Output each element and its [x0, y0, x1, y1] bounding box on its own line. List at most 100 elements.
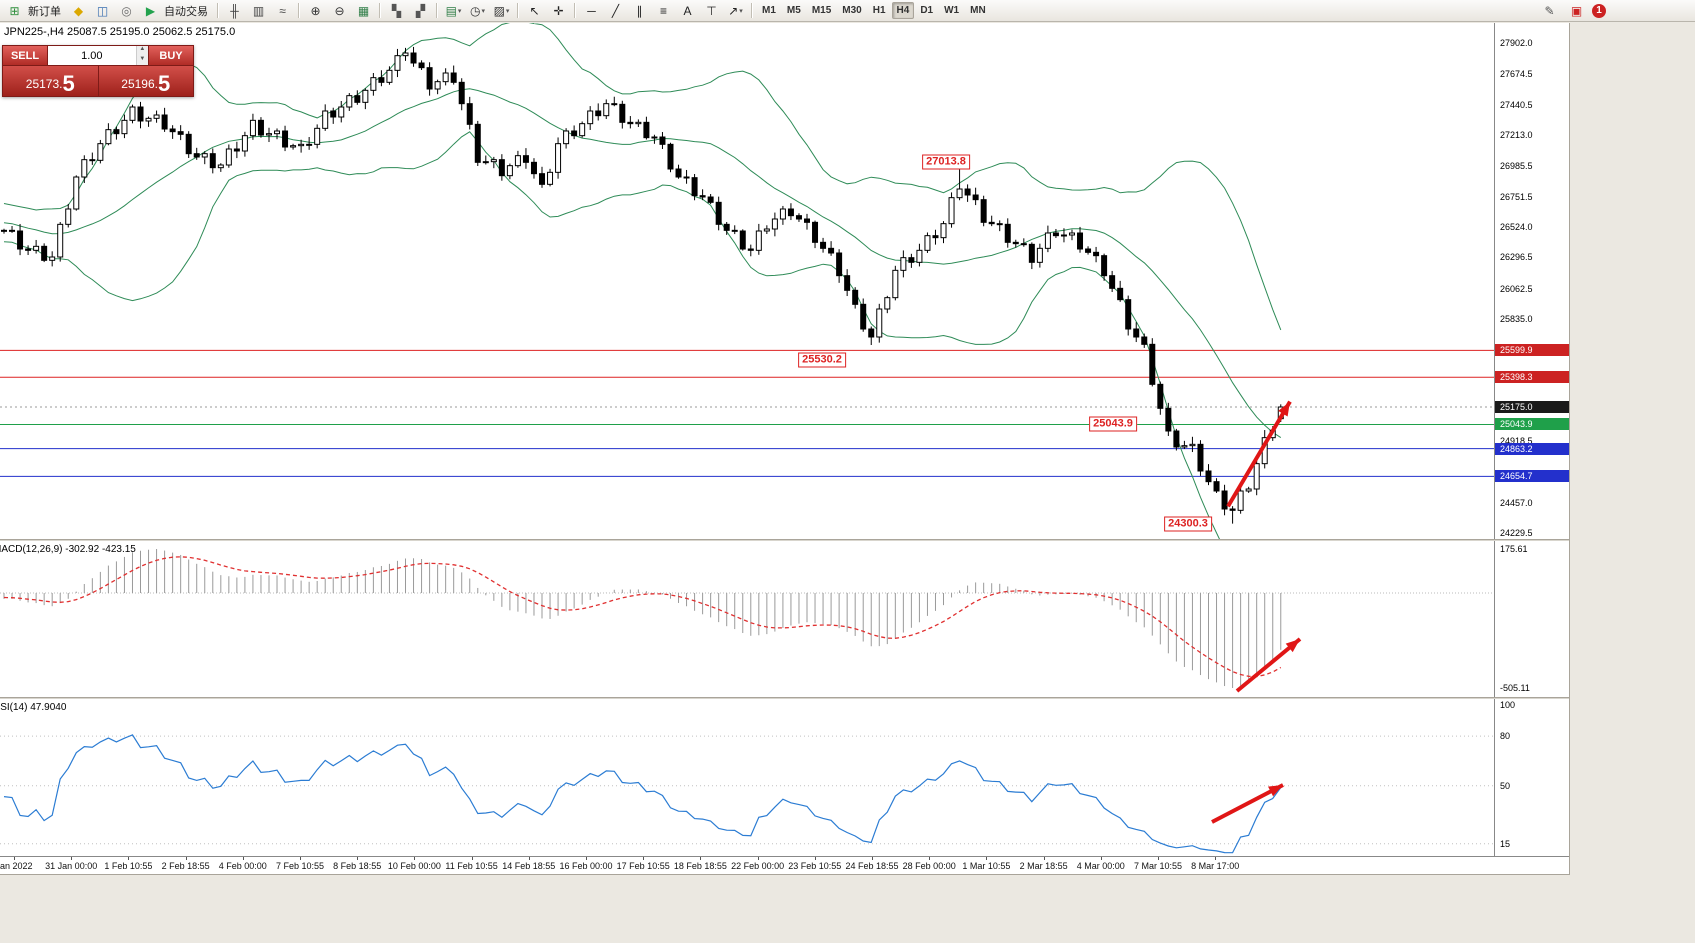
timeframe-m30[interactable]: M30: [842, 5, 862, 16]
volume-up-button[interactable]: ▲: [136, 46, 148, 56]
news-icon[interactable]: ▣: [1570, 3, 1583, 18]
rsi-canvas[interactable]: [0, 699, 1494, 856]
macd-label: MACD(12,26,9) -302.92 -423.15: [0, 544, 136, 555]
time-label: 16 Feb 00:00: [559, 861, 613, 871]
price-tick: 27440.5: [1500, 99, 1533, 110]
current-price-box: 25175.0: [1495, 401, 1569, 413]
auto-trading-button-label[interactable]: 自动交易: [164, 5, 208, 18]
zoom-in-icon[interactable]: ⊕: [310, 3, 321, 18]
candlestick-icon[interactable]: ▥: [252, 3, 265, 18]
metaeditor-icon[interactable]: ◆: [73, 3, 84, 18]
symbol-info: JPN225-,H4 25087.5 25195.0 25062.5 25175…: [4, 26, 236, 38]
price-chart-canvas[interactable]: [0, 23, 1494, 539]
tile-windows-icon[interactable]: ▚: [391, 3, 402, 18]
macd-plot[interactable]: MACD(12,26,9) -302.92 -423.15: [0, 541, 1494, 697]
macd-axis[interactable]: 175.61 -505.11: [1494, 541, 1569, 697]
shapes-icon[interactable]: ↗ ▾: [728, 3, 743, 18]
rsi-axis[interactable]: 100 80 50 15: [1494, 699, 1569, 856]
timeframe-m15[interactable]: M15: [811, 5, 832, 16]
new-order-button-label[interactable]: 新订单: [28, 5, 61, 18]
buy-price-main: 25196.: [121, 77, 158, 91]
top-toolbar: ⊞ 新订单 ◆ ◫ ◎ ▶ 自动交易 ╫ ▥ ≈ ⊕ ⊖ ▦ ▚ ▞ ▤ ▾ ◷ ▾ ▨ ▾ ↖ ✛ ─ ╱ ∥ ≡ A ⊤ ↗ ▾ M1 M5…: [0, 0, 1695, 22]
time-label: 24 Feb 18:55: [845, 861, 899, 871]
text-icon[interactable]: A: [683, 3, 692, 18]
time-label: 11 Feb 10:55: [445, 861, 498, 871]
toolbar-separator: [298, 3, 300, 18]
sell-price[interactable]: 25173. 5: [3, 66, 98, 96]
auto-trading-button[interactable]: ▶: [145, 3, 156, 18]
volume-down-button[interactable]: ▼: [136, 55, 148, 65]
buy-button[interactable]: BUY: [148, 45, 194, 66]
navigator-icon[interactable]: ◎: [121, 3, 132, 18]
label-icon[interactable]: ⊤: [706, 3, 717, 18]
time-label: 18 Feb 18:55: [673, 861, 727, 871]
time-label: 22 Feb 00:00: [731, 861, 785, 871]
price-tick: 24457.0: [1500, 497, 1533, 508]
timeframe-h4[interactable]: H4: [891, 2, 915, 19]
toolbar-separator: [574, 3, 576, 18]
timeframe-w1[interactable]: W1: [944, 5, 960, 16]
timeframe-m5[interactable]: M5: [786, 5, 801, 16]
price-tick: 26524.0: [1500, 222, 1533, 233]
price-tick: 27902.0: [1500, 38, 1533, 49]
timeframe-d1[interactable]: D1: [920, 5, 934, 16]
time-tick: [1100, 857, 1102, 860]
level-price-box: 25599.9: [1495, 344, 1569, 357]
zoom-out-icon[interactable]: ⊖: [334, 3, 345, 18]
line-chart-icon[interactable]: ≈: [279, 3, 286, 18]
time-tick: [414, 857, 416, 860]
price-chart-plot[interactable]: JPN225-,H4 25087.5 25195.0 25062.5 25175…: [0, 23, 1494, 539]
market-watch-icon[interactable]: ◫: [96, 3, 109, 18]
timeframe-mn[interactable]: MN: [970, 5, 986, 16]
timeframe-m1[interactable]: M1: [762, 5, 776, 16]
rsi-panel: RSI(14) 47.9040 100 80 50 15: [0, 699, 1569, 856]
rsi-scale-tick: 15: [1500, 838, 1511, 849]
price-tick: 24229.5: [1500, 528, 1533, 539]
edit-icon[interactable]: ✎: [1544, 3, 1555, 18]
time-label: 31 Jan 00:00: [45, 861, 98, 871]
crosshair-icon[interactable]: ✛: [553, 3, 564, 18]
new-chart-icon[interactable]: ▤ ▾: [445, 3, 462, 18]
toolbar-separator: [517, 3, 519, 18]
price-tick: 25835.0: [1500, 314, 1533, 324]
time-label: 1 Mar 10:55: [962, 861, 1011, 871]
time-tick: [128, 857, 130, 860]
bar-chart-icon[interactable]: ╫: [230, 3, 239, 18]
indicators-icon[interactable]: ▨ ▾: [493, 3, 510, 18]
cascade-windows-icon[interactable]: ▞: [415, 3, 426, 18]
fibonacci-icon[interactable]: ≡: [659, 3, 667, 18]
time-tick: [300, 857, 301, 860]
notification-badge[interactable]: 1: [1592, 3, 1606, 18]
new-order-button[interactable]: ⊞: [9, 3, 20, 18]
price-axis[interactable]: 27902.0 27674.5 27440.5 27213.0 26985.5 26751…: [1494, 23, 1569, 539]
sell-price-big: 5: [62, 71, 75, 96]
grid-icon[interactable]: ▦: [357, 3, 370, 18]
cursor-icon[interactable]: ↖: [529, 3, 540, 18]
macd-canvas[interactable]: [0, 541, 1494, 697]
volume-input[interactable]: [48, 46, 136, 65]
sell-button[interactable]: SELL: [2, 45, 48, 66]
toolbar-separator: [217, 3, 219, 18]
channel-icon[interactable]: ∥: [636, 3, 643, 18]
macd-scale-tick: 175.61: [1500, 544, 1528, 554]
time-tick: [814, 857, 816, 860]
period-icon[interactable]: ◷ ▾: [470, 3, 485, 18]
price-tick: 26062.5: [1500, 283, 1533, 294]
time-label: 7 Mar 10:55: [1133, 861, 1183, 871]
time-tick: [757, 857, 759, 860]
time-tick: [14, 857, 15, 860]
trendline-icon[interactable]: ╱: [611, 3, 620, 18]
time-axis[interactable]: Jan 2022 31 Jan 00:00 1 Feb 10:55 2 Feb 18:…: [0, 856, 1569, 874]
timeframe-h1[interactable]: H1: [872, 5, 886, 16]
time-tick: [1043, 857, 1045, 860]
rsi-plot[interactable]: RSI(14) 47.9040: [0, 699, 1494, 856]
toolbar-separator: [751, 3, 753, 18]
time-tick: [929, 857, 931, 860]
toolbar-separator: [379, 3, 381, 18]
price-annotation: 25530.2: [798, 352, 846, 368]
buy-price[interactable]: 25196. 5: [99, 66, 194, 96]
horizontal-line-icon[interactable]: ─: [587, 3, 596, 18]
one-click-trading-panel: SELL ▲ ▼ BUY 25173. 5 25196.: [2, 45, 194, 97]
panel-splitter[interactable]: [0, 539, 1569, 541]
panel-splitter[interactable]: [0, 697, 1569, 699]
